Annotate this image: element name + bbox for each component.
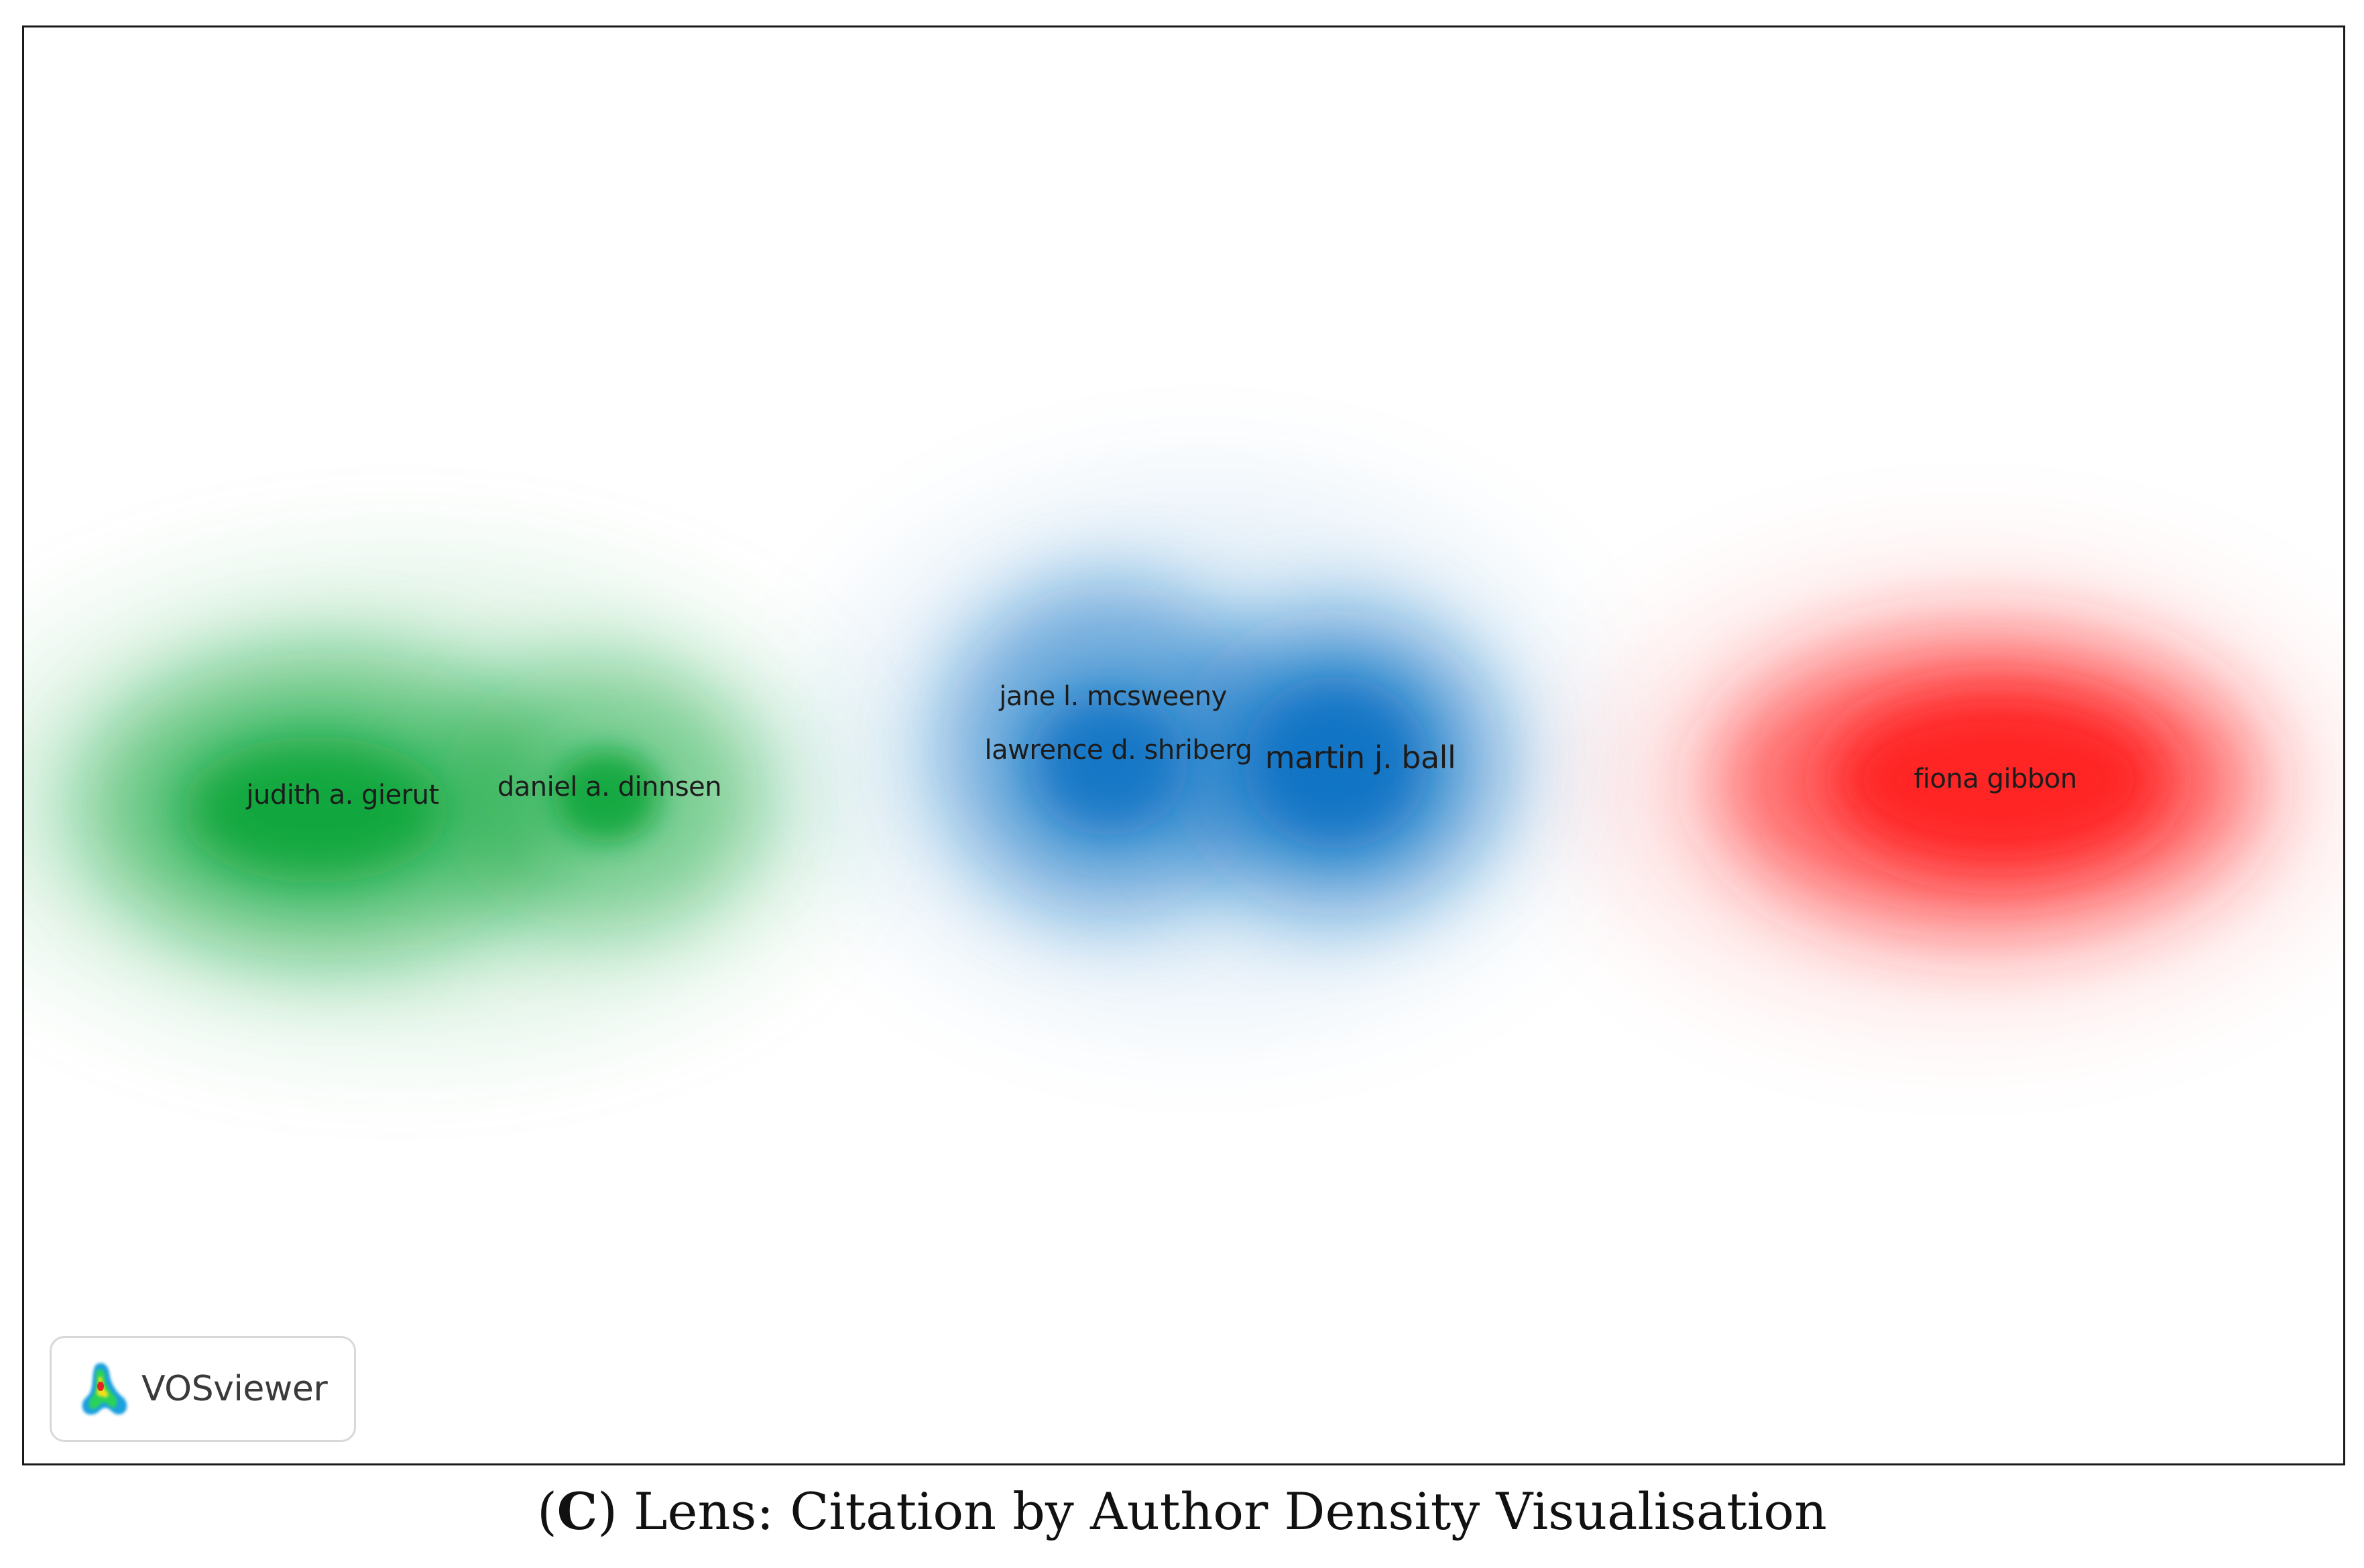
author-label-jane-mcsweeny: jane l. mcsweeny	[999, 681, 1227, 712]
blue-cluster	[827, 495, 1577, 1004]
density-map	[24, 495, 2341, 1024]
vosviewer-logo-text: VOSviewer	[141, 1369, 328, 1409]
figure-caption: (C) Lens: Citation by Author Density Vis…	[0, 1482, 2364, 1541]
author-label-daniel-dinnsen: daniel a. dinnsen	[497, 772, 722, 802]
caption-text: ) Lens: Citation by Author Density Visua…	[597, 1482, 1827, 1541]
author-label-fiona-gibbon: fiona gibbon	[1913, 764, 2077, 794]
author-label-martin-ball: martin j. ball	[1264, 739, 1456, 776]
density-visualization-panel: judith a. gierut daniel a. dinnsen jane …	[22, 25, 2345, 1465]
author-label-lawrence-shriberg: lawrence d. shriberg	[984, 735, 1252, 766]
vosviewer-logo: VOSviewer	[50, 1336, 356, 1442]
caption-open-paren: (	[537, 1482, 557, 1541]
caption-panel-letter: C	[556, 1482, 598, 1541]
red-cluster	[1590, 575, 2341, 1004]
vosviewer-logo-icon	[82, 1363, 127, 1415]
green-cluster	[24, 582, 827, 1024]
author-label-judith-gierut: judith a. gierut	[246, 780, 439, 810]
